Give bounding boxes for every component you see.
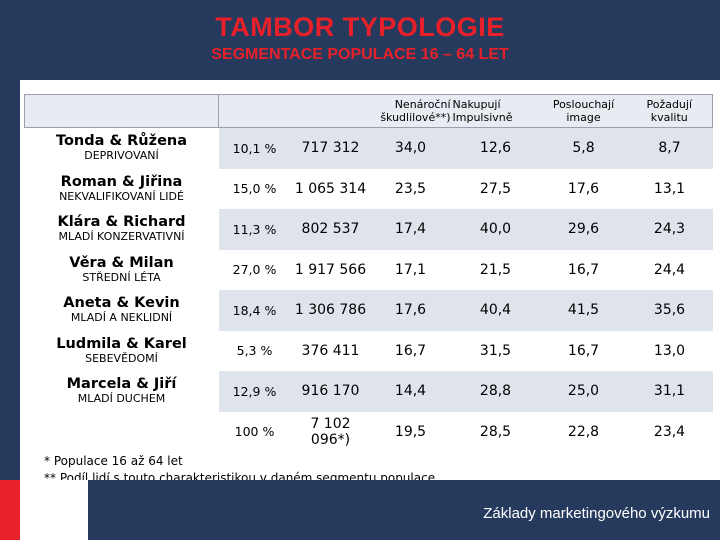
- segment-cell: [24, 411, 219, 452]
- cell-share: 27,0 %: [218, 249, 291, 290]
- segment-cell: Marcela & Jiří MLADÍ DUCHEM: [24, 371, 219, 412]
- cell-count: 1 065 314: [290, 168, 371, 209]
- cell-image: 41,5: [540, 290, 627, 331]
- cell-image: 25,0: [540, 371, 627, 412]
- header-nenarocni: Nenároční škudlilové**): [380, 98, 451, 124]
- cell-impulsivne: 28,8: [450, 371, 541, 412]
- cell-impulsivne: 40,0: [450, 209, 541, 250]
- segment-label: STŘEDNÍ LÉTA: [82, 270, 161, 284]
- cell-kvalita: 13,1: [626, 168, 713, 209]
- segment-label: DEPRIVOVANÍ: [84, 149, 159, 163]
- header-impulsivne: Nakupují Impulsivně: [452, 98, 513, 124]
- table-row: Aneta & Kevin MLADÍ A NEKLIDNÍ 18,4 % 1 306…: [24, 290, 713, 331]
- cell-share: 11,3 %: [218, 209, 291, 250]
- header-count: [290, 94, 371, 128]
- cell-impulsivne: 27,5: [450, 168, 541, 209]
- cell-share: 100 %: [218, 411, 291, 452]
- cell-share: 12,9 %: [218, 371, 291, 412]
- cell-count: 1 917 566: [290, 249, 371, 290]
- cell-count: 7 102 096*): [290, 411, 371, 452]
- segment-name: Ludmila & Karel: [56, 335, 187, 352]
- header-bar: [0, 0, 720, 80]
- segment-label: SEBEVĚDOMÍ: [85, 351, 158, 365]
- header-kvalita: Požadují kvalitu: [626, 94, 713, 128]
- page-title: TAMBOR TYPOLOGIE: [215, 12, 505, 42]
- header-pair: Nenároční škudlilové**) Nakupují Impulsi…: [370, 94, 541, 128]
- cell-count: 717 312: [290, 127, 371, 169]
- cell-image: 22,8: [540, 411, 627, 452]
- cell-image: 16,7: [540, 249, 627, 290]
- footer-white-block: [20, 480, 88, 540]
- cell-kvalita: 23,4: [626, 411, 713, 452]
- header-image: Poslouchají image: [540, 94, 627, 128]
- table-row: Tonda & Růžena DEPRIVOVANÍ 10,1 % 717 312 34…: [24, 127, 713, 169]
- segment-name: Aneta & Kevin: [63, 295, 180, 312]
- cell-nenarocni: 17,1: [370, 249, 451, 290]
- cell-nenarocni: 17,6: [370, 290, 451, 331]
- table-row: Věra & Milan STŘEDNÍ LÉTA 27,0 % 1 917 566 1…: [24, 249, 713, 290]
- table-row: Klára & Richard MLADÍ KONZERVATIVNÍ 11,3 %…: [24, 209, 713, 250]
- cell-image: 29,6: [540, 209, 627, 250]
- cell-share: 5,3 %: [218, 330, 291, 371]
- table-row: Ludmila & Karel SEBEVĚDOMÍ 5,3 % 376 411 16,…: [24, 330, 713, 371]
- segment-label: NEKVALIFIKOVANÍ LIDÉ: [59, 189, 184, 203]
- cell-share: 15,0 %: [218, 168, 291, 209]
- cell-image: 16,7: [540, 330, 627, 371]
- cell-nenarocni: 14,4: [370, 371, 451, 412]
- cell-count: 1 306 786: [290, 290, 371, 331]
- segment-name: Klára & Richard: [57, 214, 186, 231]
- cell-nenarocni: 23,5: [370, 168, 451, 209]
- segmentation-table: Nenároční škudlilové**) Nakupují Impulsi…: [24, 94, 713, 452]
- table-row: Marcela & Jiří MLADÍ DUCHEM 12,9 % 916 170 1…: [24, 371, 713, 412]
- segment-cell: Aneta & Kevin MLADÍ A NEKLIDNÍ: [24, 290, 219, 331]
- footnote-1: * Populace 16 až 64 let: [44, 454, 183, 468]
- segment-name: Roman & Jiřina: [60, 173, 183, 190]
- cell-share: 18,4 %: [218, 290, 291, 331]
- table-total-row: 100 % 7 102 096*) 19,5 28,5 22,8 23,4: [24, 411, 713, 452]
- segment-name: Věra & Milan: [69, 254, 174, 271]
- cell-nenarocni: 17,4: [370, 209, 451, 250]
- cell-count: 376 411: [290, 330, 371, 371]
- cell-nenarocni: 34,0: [370, 127, 451, 169]
- cell-kvalita: 35,6: [626, 290, 713, 331]
- cell-nenarocni: 16,7: [370, 330, 451, 371]
- footer-label: Základy marketingového výzkumu: [483, 505, 710, 522]
- segment-name: Tonda & Růžena: [55, 133, 188, 150]
- footer-red-block: [0, 480, 20, 540]
- header-share: [218, 94, 291, 128]
- cell-kvalita: 8,7: [626, 127, 713, 169]
- segment-label: MLADÍ KONZERVATIVNÍ: [58, 230, 185, 244]
- cell-impulsivne: 12,6: [450, 127, 541, 169]
- cell-impulsivne: 21,5: [450, 249, 541, 290]
- segment-cell: Roman & Jiřina NEKVALIFIKOVANÍ LIDÉ: [24, 168, 219, 209]
- cell-image: 17,6: [540, 168, 627, 209]
- table-header-row: Nenároční škudlilové**) Nakupují Impulsi…: [24, 94, 713, 128]
- cell-impulsivne: 28,5: [450, 411, 541, 452]
- cell-kvalita: 13,0: [626, 330, 713, 371]
- cell-share: 10,1 %: [218, 127, 291, 169]
- cell-kvalita: 24,3: [626, 209, 713, 250]
- table-row: Roman & Jiřina NEKVALIFIKOVANÍ LIDÉ 15,0 %…: [24, 168, 713, 209]
- page-subtitle: SEGMENTACE POPULACE 16 – 64 LET: [211, 46, 509, 63]
- segment-name: Marcela & Jiří: [66, 376, 177, 393]
- table-corner-cell: [24, 94, 219, 128]
- cell-nenarocni: 19,5: [370, 411, 451, 452]
- segment-cell: Tonda & Růžena DEPRIVOVANÍ: [24, 127, 219, 169]
- segment-cell: Ludmila & Karel SEBEVĚDOMÍ: [24, 330, 219, 371]
- cell-impulsivne: 31,5: [450, 330, 541, 371]
- cell-image: 5,8: [540, 127, 627, 169]
- left-accent-band: [0, 80, 20, 480]
- cell-kvalita: 31,1: [626, 371, 713, 412]
- cell-impulsivne: 40,4: [450, 290, 541, 331]
- segment-cell: Věra & Milan STŘEDNÍ LÉTA: [24, 249, 219, 290]
- cell-kvalita: 24,4: [626, 249, 713, 290]
- cell-count: 802 537: [290, 209, 371, 250]
- segment-label: MLADÍ DUCHEM: [77, 392, 166, 406]
- segment-label: MLADÍ A NEKLIDNÍ: [70, 311, 173, 325]
- segment-cell: Klára & Richard MLADÍ KONZERVATIVNÍ: [24, 209, 219, 250]
- cell-count: 916 170: [290, 371, 371, 412]
- footer-bar: [0, 480, 720, 540]
